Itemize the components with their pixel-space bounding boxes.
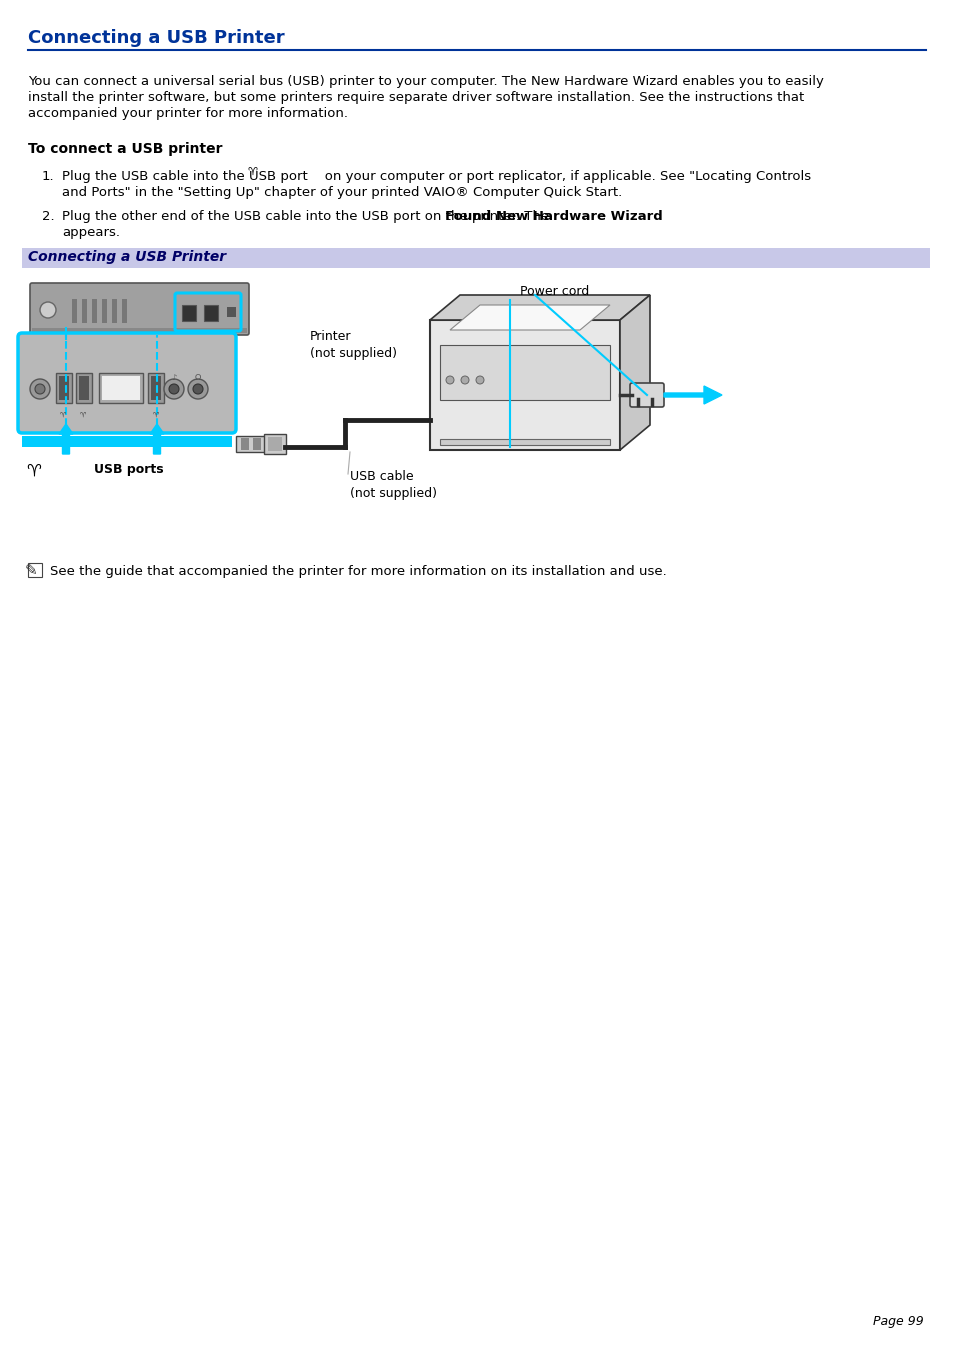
FancyBboxPatch shape: [235, 436, 266, 453]
Bar: [102, 376, 140, 400]
FancyBboxPatch shape: [148, 373, 164, 403]
Bar: [32, 328, 247, 332]
Circle shape: [30, 380, 50, 399]
Text: ♈: ♈: [26, 462, 41, 480]
Bar: [71, 299, 77, 323]
Text: To connect a USB printer: To connect a USB printer: [28, 142, 222, 155]
Text: Connecting a USB Printer: Connecting a USB Printer: [28, 250, 226, 263]
Circle shape: [164, 380, 184, 399]
Bar: [59, 376, 69, 400]
FancyArrow shape: [150, 424, 164, 454]
Circle shape: [460, 376, 469, 384]
Bar: [439, 345, 609, 400]
Text: Plug the other end of the USB cable into the USB port on the printer. The: Plug the other end of the USB cable into…: [62, 209, 553, 223]
FancyBboxPatch shape: [264, 434, 286, 454]
Polygon shape: [619, 295, 649, 450]
Text: ♪: ♪: [172, 373, 176, 382]
Circle shape: [446, 376, 454, 384]
Text: ♈: ♈: [60, 412, 66, 417]
Bar: [102, 299, 107, 323]
Text: Ω: Ω: [194, 373, 201, 382]
Text: You can connect a universal serial bus (USB) printer to your computer. The New H: You can connect a universal serial bus (…: [28, 76, 823, 88]
Text: ♈: ♈: [152, 412, 159, 417]
Bar: [241, 438, 249, 450]
Bar: [79, 376, 89, 400]
FancyBboxPatch shape: [76, 373, 91, 403]
Circle shape: [169, 384, 179, 394]
Circle shape: [476, 376, 483, 384]
Circle shape: [35, 384, 45, 394]
Bar: [204, 305, 218, 322]
Text: ♈: ♈: [248, 168, 257, 177]
Text: USB cable
(not supplied): USB cable (not supplied): [350, 470, 436, 500]
Text: accompanied your printer for more information.: accompanied your printer for more inform…: [28, 107, 348, 120]
FancyBboxPatch shape: [56, 373, 71, 403]
Bar: [253, 438, 261, 450]
Bar: [439, 439, 609, 444]
FancyBboxPatch shape: [28, 563, 42, 577]
Bar: [112, 299, 117, 323]
Bar: [231, 307, 235, 317]
FancyArrow shape: [663, 386, 721, 404]
Text: Connecting a USB Printer: Connecting a USB Printer: [28, 28, 284, 47]
Text: Page 99: Page 99: [872, 1315, 923, 1328]
Polygon shape: [430, 295, 649, 320]
Text: Plug the USB cable into the USB port    on your computer or port replicator, if : Plug the USB cable into the USB port on …: [62, 170, 810, 182]
Text: 2.: 2.: [42, 209, 54, 223]
Bar: [182, 305, 195, 322]
Text: Found New Hardware Wizard: Found New Hardware Wizard: [445, 209, 662, 223]
Text: appears.: appears.: [62, 226, 120, 239]
Bar: [91, 299, 97, 323]
Bar: [229, 307, 233, 317]
Text: Printer
(not supplied): Printer (not supplied): [310, 330, 396, 359]
FancyArrow shape: [59, 424, 73, 454]
Bar: [82, 299, 87, 323]
Text: and Ports" in the "Setting Up" chapter of your printed VAIO® Computer Quick Star: and Ports" in the "Setting Up" chapter o…: [62, 186, 621, 199]
Text: See the guide that accompanied the printer for more information on its installat: See the guide that accompanied the print…: [50, 565, 666, 578]
FancyBboxPatch shape: [430, 320, 619, 450]
Circle shape: [188, 380, 208, 399]
Polygon shape: [450, 305, 609, 330]
Text: ✎: ✎: [25, 563, 38, 578]
Circle shape: [193, 384, 203, 394]
Text: 1.: 1.: [42, 170, 54, 182]
FancyBboxPatch shape: [30, 282, 249, 335]
Bar: [22, 436, 232, 447]
Text: USB ports: USB ports: [94, 463, 164, 476]
Circle shape: [40, 303, 56, 317]
Bar: [22, 249, 929, 267]
Bar: [268, 436, 282, 451]
Bar: [122, 299, 127, 323]
FancyBboxPatch shape: [99, 373, 143, 403]
Bar: [227, 307, 232, 317]
FancyBboxPatch shape: [18, 332, 235, 434]
FancyBboxPatch shape: [629, 382, 663, 407]
Bar: [151, 376, 161, 400]
Text: ♈: ♈: [80, 412, 86, 417]
Text: Power cord: Power cord: [519, 285, 589, 299]
Text: install the printer software, but some printers require separate driver software: install the printer software, but some p…: [28, 91, 803, 104]
